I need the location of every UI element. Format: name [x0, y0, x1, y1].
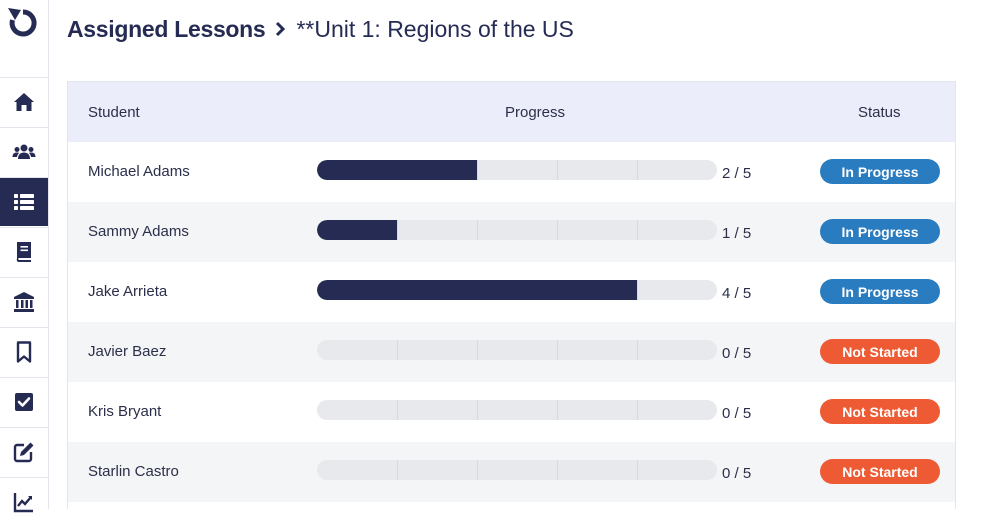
column-header-status: Status [858, 104, 901, 121]
status-badge: Not Started [820, 399, 940, 424]
bank-icon [14, 292, 34, 312]
breadcrumb-assigned-lessons[interactable]: Assigned Lessons [67, 15, 266, 42]
progress-segment-divider [397, 340, 398, 360]
progress-segment-divider [477, 340, 478, 360]
sidebar-item-editor[interactable] [0, 427, 48, 476]
app-logo-icon[interactable] [4, 4, 42, 42]
progress-count: 0 / 5 [722, 465, 752, 482]
sidebar-item-students[interactable] [0, 127, 48, 176]
sidebar-item-reports[interactable] [0, 477, 48, 526]
table-row[interactable]: Michael Adams 2 / 5 In Progress [68, 142, 955, 202]
breadcrumb: Assigned Lessons **Unit 1: Regions of th… [67, 12, 574, 46]
progress-segment-divider [477, 460, 478, 480]
progress-segment-divider [557, 340, 558, 360]
progress-segment-divider [397, 220, 398, 240]
progress-bar [317, 160, 717, 180]
progress-segment-divider [477, 160, 478, 180]
status-badge: Not Started [820, 459, 940, 484]
chart-icon [13, 493, 33, 513]
users-icon [12, 144, 36, 159]
progress-segment-divider [637, 160, 638, 180]
progress-segment-divider [637, 460, 638, 480]
progress-bar [317, 340, 717, 360]
book-icon [16, 242, 31, 262]
table-row[interactable]: Jake Arrieta 4 / 5 In Progress [68, 262, 955, 322]
progress-segment-divider [557, 220, 558, 240]
progress-table: Student Progress Status Michael Adams 2 /… [67, 81, 956, 509]
sidebar-item-assignments[interactable] [0, 377, 48, 426]
progress-fill [317, 280, 637, 300]
sidebar-item-home[interactable] [0, 77, 48, 126]
progress-count: 4 / 5 [722, 285, 752, 302]
column-header-student: Student [88, 104, 140, 121]
progress-segment-divider [477, 400, 478, 420]
student-name[interactable]: Jake Arrieta [88, 283, 168, 300]
student-name[interactable]: Kris Bryant [88, 403, 162, 420]
table-header: Student Progress Status [68, 82, 955, 142]
checkbox-icon [15, 393, 33, 411]
progress-bar [317, 460, 717, 480]
table-row[interactable]: Starlin Castro 0 / 5 Not Started [68, 442, 955, 502]
chevron-right-icon [276, 21, 286, 37]
student-name[interactable]: Javier Baez [88, 343, 167, 360]
column-header-progress: Progress [505, 104, 566, 121]
progress-segment-divider [397, 460, 398, 480]
progress-segment-divider [557, 160, 558, 180]
progress-segment-divider [637, 280, 638, 300]
table-row[interactable]: Sammy Adams 1 / 5 In Progress [68, 202, 955, 262]
student-name[interactable]: Starlin Castro [88, 463, 179, 480]
sidebar-item-bookmarks[interactable] [0, 327, 48, 376]
progress-segment-divider [637, 220, 638, 240]
status-badge: Not Started [820, 339, 940, 364]
sidebar-item-library[interactable] [0, 227, 48, 276]
progress-count: 1 / 5 [722, 225, 752, 242]
progress-bar [317, 220, 717, 240]
progress-count: 0 / 5 [722, 405, 752, 422]
status-badge: In Progress [820, 279, 940, 304]
progress-segment-divider [557, 400, 558, 420]
home-icon [14, 93, 34, 111]
status-badge: In Progress [820, 219, 940, 244]
progress-segment-divider [637, 340, 638, 360]
progress-fill [317, 220, 397, 240]
sidebar-item-lessons[interactable] [0, 177, 48, 226]
edit-icon [13, 442, 34, 463]
progress-segment-divider [477, 220, 478, 240]
student-name[interactable]: Sammy Adams [88, 223, 189, 240]
progress-fill [317, 160, 477, 180]
progress-count: 2 / 5 [722, 165, 752, 182]
page-title: **Unit 1: Regions of the US [296, 15, 574, 42]
student-name[interactable]: Michael Adams [88, 163, 190, 180]
progress-bar [317, 280, 717, 300]
sidebar-item-institution[interactable] [0, 277, 48, 326]
list-icon [14, 194, 34, 210]
status-badge: In Progress [820, 159, 940, 184]
table-row[interactable]: Kris Bryant 0 / 5 Not Started [68, 382, 955, 442]
progress-bar [317, 400, 717, 420]
progress-segment-divider [637, 400, 638, 420]
progress-segment-divider [557, 460, 558, 480]
progress-segment-divider [397, 400, 398, 420]
sidebar [0, 0, 49, 513]
table-body: Michael Adams 2 / 5 In Progress Sammy Adams… [68, 142, 955, 502]
progress-count: 0 / 5 [722, 345, 752, 362]
table-row[interactable]: Javier Baez 0 / 5 Not Started [68, 322, 955, 382]
bookmark-icon [16, 341, 32, 363]
